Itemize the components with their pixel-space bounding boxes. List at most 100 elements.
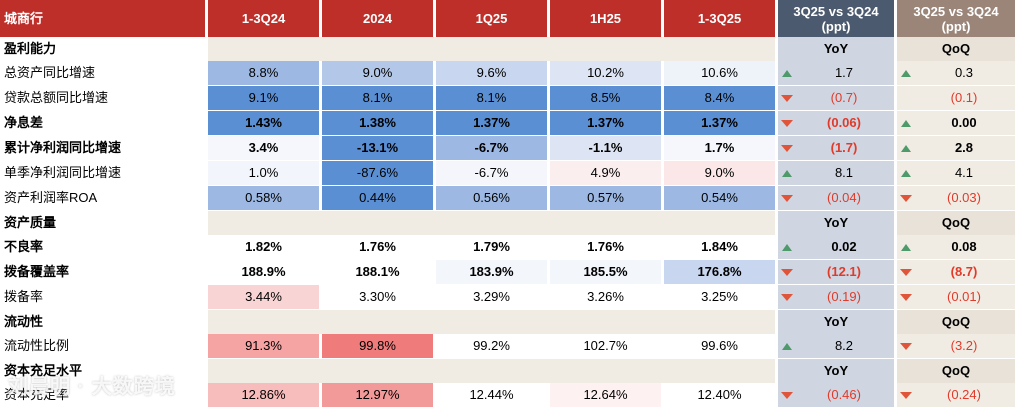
row-label: 累计净利润同比增速 xyxy=(0,136,208,161)
qoq-change-cell: 0.3 xyxy=(897,61,1015,86)
value-cell: 4.9% xyxy=(550,161,664,186)
down-triangle-icon-shape xyxy=(781,268,793,276)
down-triangle-icon-shape xyxy=(781,94,793,102)
value-cell: 12.44% xyxy=(436,383,550,408)
section-title: 资产质量 xyxy=(0,211,208,235)
yoy-change-cell: (0.04) xyxy=(778,186,897,211)
qoq-value: 0.00 xyxy=(951,115,977,130)
down-triangle-icon-shape xyxy=(781,194,793,202)
value-cell: 1.38% xyxy=(322,111,436,136)
value-cell: 1.7% xyxy=(664,136,778,161)
value-cell: 99.8% xyxy=(322,334,436,359)
section-fill xyxy=(208,359,778,383)
section-yoy-label: YoY xyxy=(778,359,897,383)
section-yoy-label: YoY xyxy=(778,37,897,61)
qoq-change: 0.3 xyxy=(897,61,1015,85)
value-cell: 188.9% xyxy=(208,260,322,285)
value-cell: 176.8% xyxy=(664,260,778,285)
qoq-change: 4.1 xyxy=(897,161,1015,185)
row-label: 净息差 xyxy=(0,111,208,136)
row-label: 总资产同比增速 xyxy=(0,61,208,86)
section-qoq-label: QoQ xyxy=(897,310,1015,334)
value-cell: 8.4% xyxy=(664,86,778,111)
up-triangle-icon-shape xyxy=(901,119,911,127)
value-cell: -1.1% xyxy=(550,136,664,161)
value-cell: 0.54% xyxy=(664,186,778,211)
yoy-change: (0.46) xyxy=(778,383,894,407)
section-row: 盈利能力 YoY QoQ xyxy=(0,37,1015,61)
value-cell: 12.86% xyxy=(208,383,322,408)
down-triangle-icon xyxy=(899,293,913,301)
section-row: 资本充足水平 YoY QoQ xyxy=(0,359,1015,383)
qoq-change: (0.03) xyxy=(897,186,1015,210)
table-row: 单季净利润同比增速 1.0% -87.6% -6.7% 4.9% 9.0% 8.1 4.1 xyxy=(0,161,1015,186)
qoq-change: (0.01) xyxy=(897,285,1015,309)
yoy-header: 3Q25 vs 3Q24 (ppt) xyxy=(778,0,897,37)
table-row: 不良率 1.82% 1.76% 1.79% 1.76% 1.84% 0.02 0.08 xyxy=(0,235,1015,260)
value-cell: 9.1% xyxy=(208,86,322,111)
section-title: 资本充足水平 xyxy=(0,359,208,383)
qoq-change-cell: 2.8 xyxy=(897,136,1015,161)
yoy-change-cell: (0.46) xyxy=(778,383,897,408)
value-cell: 9.6% xyxy=(436,61,550,86)
yoy-value: 0.02 xyxy=(831,239,857,254)
value-cell: 0.44% xyxy=(322,186,436,211)
qoq-value: 4.1 xyxy=(954,165,974,180)
table-row: 累计净利润同比增速 3.4% -13.1% -6.7% -1.1% 1.7% (1.7) 2.… xyxy=(0,136,1015,161)
value-cell: -87.6% xyxy=(322,161,436,186)
down-triangle-icon xyxy=(899,391,913,399)
down-triangle-icon-shape xyxy=(781,119,793,127)
value-cell: 8.1% xyxy=(322,86,436,111)
qoq-change-cell: (0.01) xyxy=(897,285,1015,310)
value-cell: 1.37% xyxy=(436,111,550,136)
qoq-change: (0.1) xyxy=(897,86,1015,110)
down-triangle-icon xyxy=(780,391,794,399)
yoy-value: (1.7) xyxy=(830,140,858,155)
down-triangle-icon-shape xyxy=(900,268,912,276)
section-qoq-label: QoQ xyxy=(897,359,1015,383)
section-title: 盈利能力 xyxy=(0,37,208,61)
value-cell: 0.57% xyxy=(550,186,664,211)
yoy-change-cell: (12.1) xyxy=(778,260,897,285)
table-row: 总资产同比增速 8.8% 9.0% 9.6% 10.2% 10.6% 1.7 0.3 xyxy=(0,61,1015,86)
value-cell: 12.64% xyxy=(550,383,664,408)
yoy-value: (0.04) xyxy=(827,190,861,205)
up-triangle-icon xyxy=(899,69,913,77)
value-cell: 3.4% xyxy=(208,136,322,161)
table-row: 贷款总额同比增速 9.1% 8.1% 8.1% 8.5% 8.4% (0.7) (0.1) xyxy=(0,86,1015,111)
down-triangle-icon-shape xyxy=(900,293,912,301)
yoy-value: (0.19) xyxy=(827,289,861,304)
value-cell: 8.8% xyxy=(208,61,322,86)
up-triangle-icon xyxy=(899,169,913,177)
qoq-change: 0.00 xyxy=(897,111,1015,135)
section-fill xyxy=(208,211,778,235)
qoq-change: 2.8 xyxy=(897,136,1015,160)
section-qoq-label: QoQ xyxy=(897,37,1015,61)
value-cell: 3.26% xyxy=(550,285,664,310)
up-triangle-icon xyxy=(780,169,794,177)
up-triangle-icon-shape xyxy=(782,243,792,251)
yoy-change: (0.04) xyxy=(778,186,894,210)
value-cell: 99.6% xyxy=(664,334,778,359)
value-cell: 12.97% xyxy=(322,383,436,408)
yoy-value: 1.7 xyxy=(834,65,854,80)
table-row: 资本充足率 12.86% 12.97% 12.44% 12.64% 12.40% (0.46… xyxy=(0,383,1015,408)
qoq-header: 3Q25 vs 3Q24 (ppt) xyxy=(897,0,1015,37)
value-cell: 3.30% xyxy=(322,285,436,310)
qoq-change-cell: 0.00 xyxy=(897,111,1015,136)
qoq-header-title: 3Q25 vs 3Q24 xyxy=(913,3,999,19)
period-header: 1-3Q25 xyxy=(664,0,778,37)
up-triangle-icon-shape xyxy=(782,342,792,350)
section-fill xyxy=(208,310,778,334)
value-cell: 3.29% xyxy=(436,285,550,310)
qoq-change-cell: (0.1) xyxy=(897,86,1015,111)
qoq-value: (0.03) xyxy=(947,190,981,205)
row-label: 资本充足率 xyxy=(0,383,208,408)
value-cell: 9.0% xyxy=(322,61,436,86)
section-yoy-label: YoY xyxy=(778,310,897,334)
qoq-change-cell: (0.03) xyxy=(897,186,1015,211)
up-triangle-icon-shape xyxy=(901,169,911,177)
yoy-value: 8.1 xyxy=(834,165,854,180)
qoq-change-cell: (0.24) xyxy=(897,383,1015,408)
